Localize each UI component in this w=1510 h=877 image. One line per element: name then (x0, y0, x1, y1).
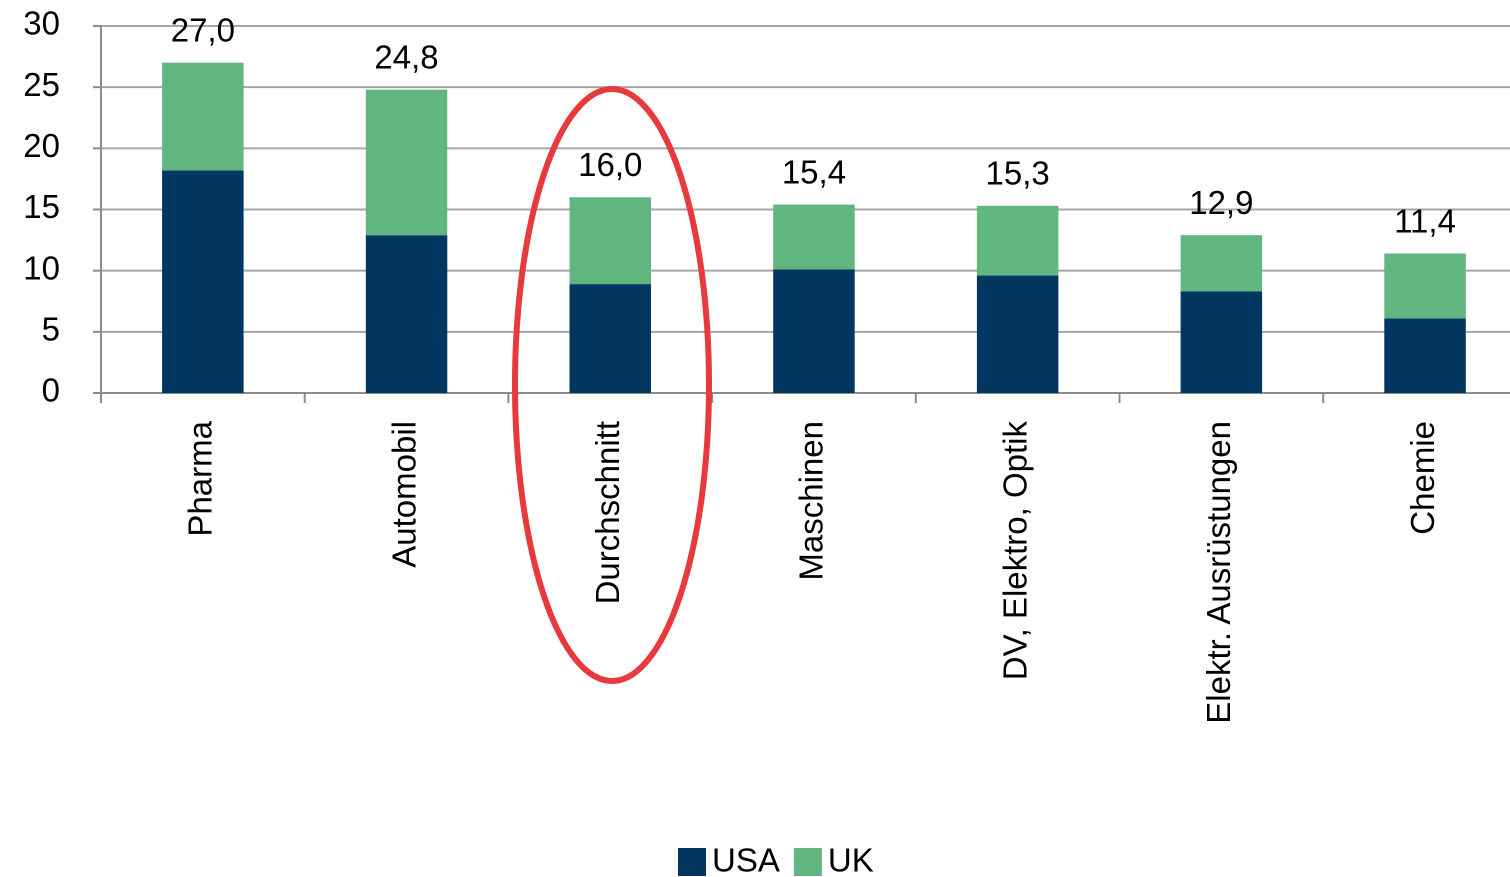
bar-segment (773, 269, 855, 393)
legend-swatch (678, 848, 706, 876)
x-tick-label: Elektr. Ausrüstungen (1200, 421, 1237, 724)
bar-segment (976, 275, 1059, 393)
x-tick-label: Chemie (1404, 421, 1441, 535)
total-label: 15,4 (782, 153, 846, 190)
bar-segment (365, 235, 448, 393)
bar-segment (773, 204, 855, 270)
y-tick-label: 30 (23, 5, 60, 42)
total-label: 24,8 (374, 38, 438, 75)
y-tick-label: 20 (23, 127, 60, 164)
total-label: 15,3 (986, 155, 1050, 192)
x-tick-label: Maschinen (793, 421, 830, 581)
y-tick-label: 0 (42, 372, 60, 409)
bar-segment (569, 284, 651, 393)
bar-segment (1180, 235, 1263, 292)
bar-segment (162, 170, 244, 393)
total-label: 27,0 (171, 11, 235, 48)
total-label: 16,0 (578, 146, 642, 183)
bar-segment (569, 197, 651, 285)
y-tick-label: 5 (42, 311, 60, 348)
total-label: 11,4 (1394, 202, 1456, 239)
highlight-ellipse (512, 86, 712, 684)
x-tick-label: Automobil (385, 421, 422, 568)
total-label: 12,9 (1189, 184, 1253, 221)
legend-swatch (793, 848, 822, 876)
y-tick-label: 10 (23, 249, 60, 286)
legend-label: USA (712, 842, 780, 877)
bar-segment (1180, 291, 1263, 393)
bar-segment (1384, 253, 1466, 319)
x-tick-label: Durchschnitt (589, 421, 626, 604)
bar-segment (1384, 318, 1466, 393)
bar-segment (976, 205, 1059, 276)
x-tick-label: Pharma (182, 420, 219, 536)
y-tick-label: 25 (23, 66, 60, 103)
x-tick-label: DV, Elektro, Optik (996, 421, 1033, 681)
bar-segment (365, 89, 448, 236)
y-tick-label: 15 (23, 188, 60, 225)
legend-label: UK (828, 842, 874, 877)
bar-segment (162, 62, 244, 171)
